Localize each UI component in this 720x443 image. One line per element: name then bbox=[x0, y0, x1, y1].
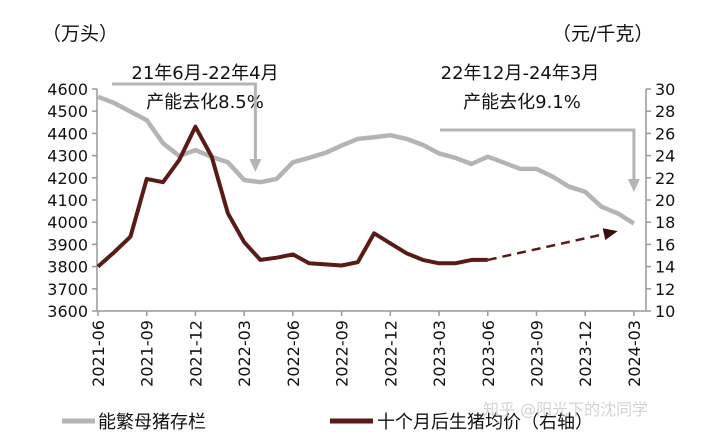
x-tick-label: 2023-12 bbox=[576, 320, 595, 387]
left-tick-label: 4200 bbox=[47, 169, 88, 188]
annotation-1-arrowhead bbox=[249, 159, 261, 172]
annotation-1-period: 21年6月-22年4月 bbox=[131, 63, 278, 84]
trend-dashed-line bbox=[488, 234, 604, 260]
annotation-2-arrowhead bbox=[628, 179, 640, 192]
left-tick-label: 3700 bbox=[47, 280, 88, 299]
annotation-2022-2024: 22年12月-24年3月 产能去化9.1% bbox=[441, 63, 600, 113]
right-tick-label: 22 bbox=[655, 169, 675, 188]
x-tick-label: 2022-06 bbox=[284, 320, 303, 387]
left-tick-label: 4600 bbox=[47, 80, 88, 99]
left-tick-label: 4400 bbox=[47, 124, 88, 143]
annotation-2-reduction: 产能去化9.1% bbox=[463, 92, 581, 113]
left-tick-label: 3800 bbox=[47, 258, 88, 277]
right-tick-label: 26 bbox=[655, 124, 675, 143]
axes: 3600 3700 3800 3900 4000 4100 4200 4300 4400 4500… bbox=[47, 80, 675, 387]
left-tick-label: 3600 bbox=[47, 302, 88, 321]
right-tick-label: 30 bbox=[655, 80, 675, 99]
legend-label-sows: 能繁母猪存栏 bbox=[98, 412, 206, 433]
annotation-2-period: 22年12月-24年3月 bbox=[441, 63, 600, 84]
x-tick-label: 2023-09 bbox=[527, 320, 546, 387]
watermark: 知乎 @阳光下的沈同学 bbox=[483, 400, 648, 419]
left-tick-label: 4100 bbox=[47, 191, 88, 210]
x-tick-label: 2022-03 bbox=[235, 320, 254, 387]
right-tick-label: 18 bbox=[655, 213, 675, 232]
right-unit-label: （元/千克） bbox=[552, 23, 653, 45]
x-tick-label: 2021-12 bbox=[186, 320, 205, 387]
right-tick-label: 14 bbox=[655, 258, 675, 277]
right-tick-label: 28 bbox=[655, 102, 675, 121]
right-tick-label: 24 bbox=[655, 147, 675, 166]
x-tick-label: 2024-03 bbox=[625, 320, 644, 387]
right-tick-label: 12 bbox=[655, 280, 675, 299]
left-tick-label: 4300 bbox=[47, 147, 88, 166]
x-tick-label: 2023-03 bbox=[430, 320, 449, 387]
right-tick-label: 10 bbox=[655, 302, 675, 321]
annotation-2-bracket bbox=[440, 130, 634, 180]
trend-arrowhead bbox=[603, 228, 618, 240]
left-tick-label: 3900 bbox=[47, 235, 88, 254]
right-tick-label: 20 bbox=[655, 191, 675, 210]
left-tick-label: 4500 bbox=[47, 102, 88, 121]
x-tick-label: 2022-12 bbox=[381, 320, 400, 387]
x-tick-label: 2022-09 bbox=[333, 320, 352, 387]
x-tick-label: 2021-06 bbox=[89, 320, 108, 387]
annotation-1-reduction: 产能去化8.5% bbox=[146, 92, 264, 113]
left-tick-label: 4000 bbox=[47, 213, 88, 232]
x-tick-label: 2021-09 bbox=[138, 320, 157, 387]
right-tick-label: 16 bbox=[655, 235, 675, 254]
x-tick-label: 2023-06 bbox=[479, 320, 498, 387]
left-unit-label: （万头） bbox=[42, 23, 118, 45]
